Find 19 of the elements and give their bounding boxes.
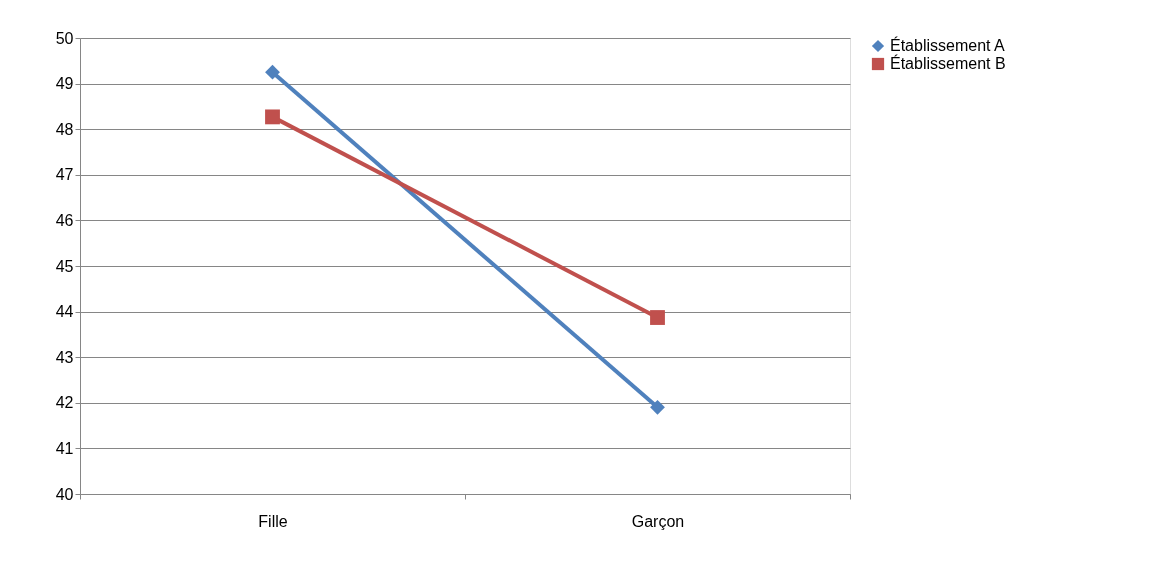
y-tick-label: 42 xyxy=(55,394,74,412)
point xyxy=(650,399,665,415)
y-tick-label: 41 xyxy=(55,439,74,457)
legend-label: Établissement B xyxy=(890,54,1006,72)
x-tick-label: Garçon xyxy=(631,512,685,530)
y-tick-label: 44 xyxy=(55,303,74,321)
y-tick-label: 49 xyxy=(55,75,74,93)
y-tick-label: 48 xyxy=(55,120,74,138)
x-tick-label: Fille xyxy=(258,512,288,530)
legend-label: Établissement A xyxy=(890,36,1006,54)
point xyxy=(650,310,665,325)
y-tick-label: 45 xyxy=(55,257,74,275)
y-tick-label: 40 xyxy=(55,485,74,503)
y-tick-label: 46 xyxy=(55,211,74,229)
y-tick-label: 50 xyxy=(55,29,74,47)
y-tick-label: 43 xyxy=(55,348,74,366)
y-tick-label: 47 xyxy=(55,166,74,184)
point xyxy=(265,64,280,80)
point xyxy=(265,109,280,125)
